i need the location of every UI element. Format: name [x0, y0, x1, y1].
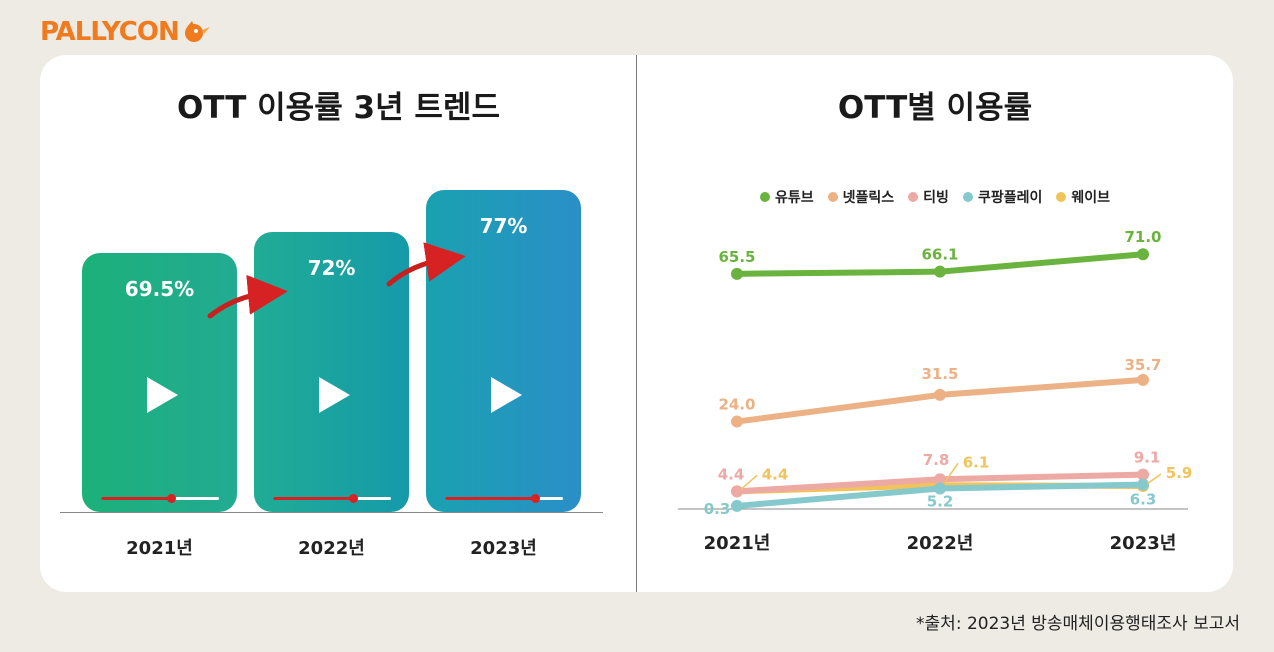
legend-item: 웨이브	[1056, 187, 1110, 207]
legend-item: 유튜브	[760, 187, 814, 207]
play-icon	[490, 377, 522, 413]
data-label: 24.0	[718, 396, 755, 414]
right-chart-title: OTT별 이용률	[837, 90, 1033, 126]
label-leader-line	[1146, 473, 1162, 485]
legend-label: 웨이브	[1071, 190, 1110, 206]
progress-handle	[531, 494, 541, 503]
data-point	[934, 388, 946, 401]
legend-swatch	[760, 192, 770, 202]
data-label: 9.1	[1134, 449, 1161, 467]
data-point	[1137, 468, 1149, 481]
progress-bar	[444, 494, 563, 503]
line-x-tick-label: 2021년	[704, 533, 771, 554]
data-label: 6.3	[1130, 491, 1157, 509]
data-point	[934, 482, 946, 495]
data-label: 65.5	[718, 248, 755, 266]
label-leader-line	[740, 474, 758, 490]
progress-handle	[167, 493, 177, 503]
legend-label: 유튜브	[775, 190, 814, 206]
legend-item: 티빙	[908, 187, 949, 207]
label-leader-line	[943, 462, 959, 484]
data-label: 35.7	[1124, 356, 1161, 374]
data-label: 0.3	[704, 500, 731, 518]
pallycon-logo: PALLYCON	[40, 14, 211, 50]
bar-x-tick-label: 2022년	[298, 538, 365, 559]
data-label: 66.1	[921, 246, 958, 264]
progress-fill	[100, 496, 172, 500]
panel-divider	[636, 55, 637, 592]
source-footnote: *출처: 2023년 방송매체이용행태조사 보고서	[916, 614, 1240, 634]
bar-value-label: 77%	[479, 214, 528, 238]
play-icon	[146, 376, 178, 413]
left-chart-title: OTT 이용률 3년 트렌드	[177, 90, 500, 126]
bird-icon	[184, 21, 210, 42]
data-point	[1137, 373, 1149, 386]
data-point	[934, 265, 946, 278]
progress-handle	[348, 493, 358, 503]
data-point	[1137, 478, 1149, 491]
line-x-tick-label: 2023년	[1110, 533, 1177, 554]
data-point	[731, 415, 743, 428]
progress-bar	[272, 493, 391, 503]
data-label: 31.5	[921, 365, 958, 383]
progress-bar	[100, 493, 219, 503]
bar-baseline	[60, 512, 603, 513]
data-label: 5.2	[927, 492, 954, 510]
play-icon	[318, 376, 350, 413]
data-label: 4.4	[718, 465, 745, 483]
line-chart-legend: 유튜브 넷플릭스 티빙 쿠팡플레이 웨이브	[637, 187, 1233, 207]
legend-label: 티빙	[923, 190, 949, 206]
data-point	[934, 473, 946, 486]
legend-swatch	[962, 192, 973, 202]
progress-fill	[272, 496, 353, 500]
progress-fill	[444, 497, 536, 500]
data-point	[1137, 248, 1149, 261]
logo-text: PALLYCON	[40, 17, 180, 47]
legend-swatch	[1056, 192, 1067, 202]
legend-item: 넷플릭스	[827, 187, 895, 207]
bar-value-label: 69.5%	[124, 276, 195, 301]
line-x-tick-label: 2022년	[907, 533, 974, 554]
data-label: 7.8	[923, 451, 950, 469]
legend-label: 넷플릭스	[842, 190, 895, 206]
data-label: 5.9	[1166, 464, 1193, 482]
legend-label: 쿠팡플레이	[977, 190, 1043, 206]
data-point	[731, 485, 743, 498]
legend-item: 쿠팡플레이	[962, 187, 1043, 207]
bar-x-tick-label: 2023년	[470, 538, 537, 559]
data-point	[731, 267, 743, 280]
legend-swatch	[827, 192, 838, 202]
data-label: 71.0	[1124, 228, 1161, 246]
legend-swatch	[908, 192, 919, 202]
bar-value-label: 72%	[307, 255, 356, 280]
data-label: 4.4	[762, 465, 789, 483]
bar-2: 72%	[254, 231, 409, 512]
bar-x-tick-label: 2021년	[126, 538, 193, 559]
bar-3: 77%	[426, 190, 581, 512]
data-point	[731, 499, 743, 512]
data-label: 6.1	[963, 453, 990, 471]
